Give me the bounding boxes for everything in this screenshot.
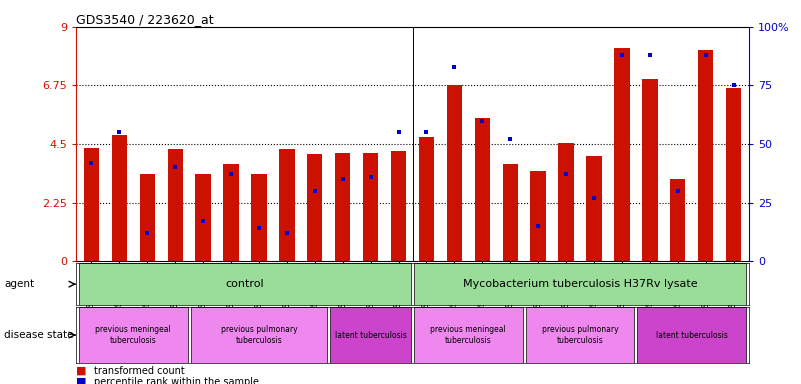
Bar (335, 153, 350, 261)
Text: control: control (226, 279, 264, 289)
Bar (78, 307, 187, 363)
Bar (191, 307, 328, 363)
Text: transformed count: transformed count (94, 366, 184, 376)
Bar (78, 263, 411, 305)
Bar (475, 118, 490, 261)
Text: previous pulmonary
tuberculosis: previous pulmonary tuberculosis (220, 325, 297, 345)
Bar (670, 179, 686, 261)
Bar (330, 307, 411, 363)
Bar (698, 50, 714, 261)
Bar (363, 153, 378, 261)
Bar (111, 135, 127, 261)
Bar (525, 307, 634, 363)
Bar (447, 86, 462, 261)
Bar (391, 151, 406, 261)
Text: agent: agent (4, 279, 34, 289)
Text: disease state: disease state (4, 330, 74, 340)
Bar (419, 137, 434, 261)
Text: previous meningeal
tuberculosis: previous meningeal tuberculosis (95, 325, 171, 345)
Bar (252, 174, 267, 261)
Bar (414, 263, 747, 305)
Bar (502, 164, 518, 261)
Text: percentile rank within the sample: percentile rank within the sample (94, 377, 259, 384)
Text: previous pulmonary
tuberculosis: previous pulmonary tuberculosis (541, 325, 618, 345)
Bar (223, 164, 239, 261)
Text: latent tuberculosis: latent tuberculosis (335, 331, 407, 339)
Text: ■: ■ (76, 366, 87, 376)
Bar (167, 149, 183, 261)
Text: latent tuberculosis: latent tuberculosis (656, 331, 727, 339)
Text: ■: ■ (76, 377, 87, 384)
Text: GDS3540 / 223620_at: GDS3540 / 223620_at (76, 13, 214, 26)
Bar (139, 174, 155, 261)
Bar (414, 307, 523, 363)
Bar (195, 174, 211, 261)
Bar (280, 149, 295, 261)
Bar (638, 307, 747, 363)
Bar (586, 156, 602, 261)
Text: previous meningeal
tuberculosis: previous meningeal tuberculosis (430, 325, 506, 345)
Bar (642, 79, 658, 261)
Text: Mycobacterium tuberculosis H37Rv lysate: Mycobacterium tuberculosis H37Rv lysate (463, 279, 698, 289)
Bar (307, 154, 323, 261)
Bar (84, 148, 99, 261)
Bar (614, 48, 630, 261)
Bar (530, 171, 545, 261)
Bar (726, 88, 741, 261)
Bar (558, 143, 574, 261)
